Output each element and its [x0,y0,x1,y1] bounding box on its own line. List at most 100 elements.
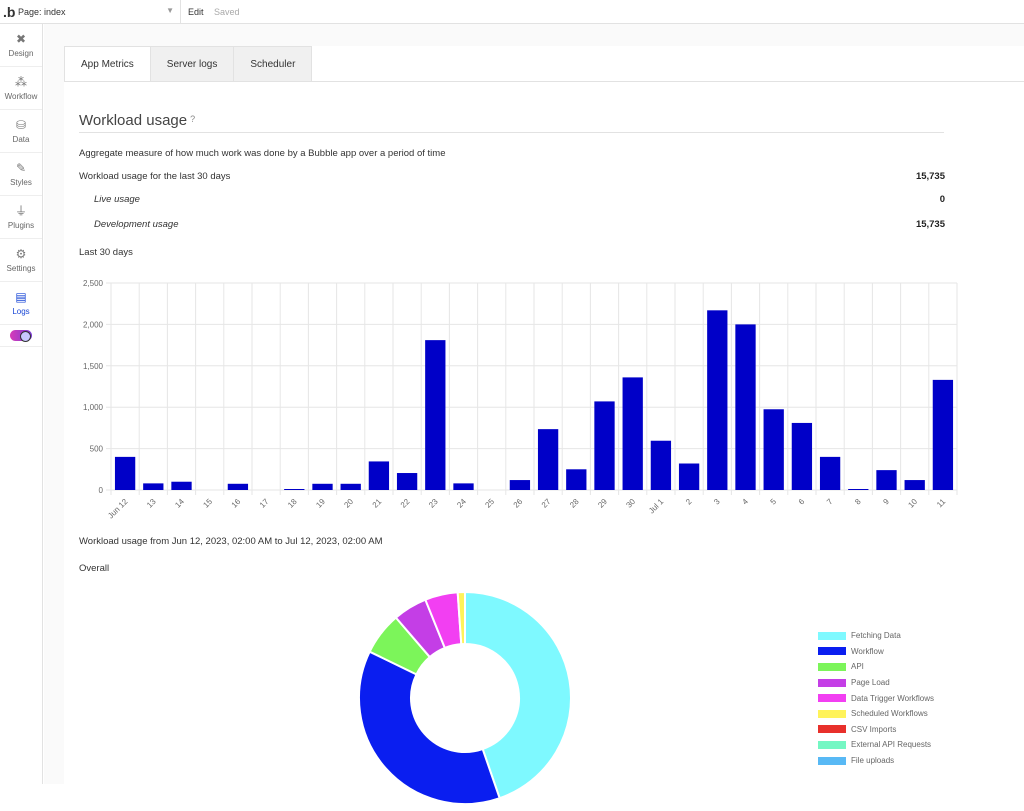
x-tick-label: 2 [684,497,694,507]
legend-item[interactable]: External API Requests [818,737,934,753]
tab-app-metrics[interactable]: App Metrics [64,46,151,82]
tab-scheduler[interactable]: Scheduler [234,46,313,82]
last-30-days-label: Last 30 days [79,247,133,258]
help-icon[interactable]: ? [190,114,196,124]
bar[interactable] [143,483,164,490]
edit-button[interactable]: Edit [188,7,204,17]
bar[interactable] [368,461,390,490]
sidebar-item-label: Logs [12,307,30,316]
data-icon: ⛁ [15,118,27,132]
bar[interactable] [425,340,446,490]
page-select[interactable]: Page: index ▼ [18,3,178,21]
logs-icon: ▤ [15,290,27,304]
bar[interactable] [650,440,672,490]
plugins-icon: ⏚ [14,204,27,218]
tab-bar: App Metrics Server logs Scheduler [64,46,313,82]
x-tick-label: 26 [512,497,525,510]
usage-range-label: Workload usage from Jun 12, 2023, 02:00 … [79,536,383,547]
sidebar-item-data[interactable]: ⛁ Data [0,110,42,153]
sidebar-item-design[interactable]: ✖ Design [0,24,42,67]
sidebar-item-label: Plugins [7,221,35,230]
bar[interactable] [537,429,559,490]
toggle-icon [10,330,32,342]
legend-label: API [851,662,864,672]
legend-item[interactable]: Workflow [818,644,934,660]
bar[interactable] [114,456,136,490]
legend-item[interactable]: CSV Imports [818,722,934,738]
legend-label: Scheduled Workflows [851,709,928,719]
x-tick-label: 27 [540,497,553,510]
legend-item[interactable]: Scheduled Workflows [818,706,934,722]
bar[interactable] [763,409,784,490]
bar[interactable] [227,483,249,490]
donut-legend: Fetching Data Workflow API Page Load Data Tr… [818,628,934,768]
x-tick-label: Jul 1 [647,497,666,516]
legend-item[interactable]: Data Trigger Workflows [818,690,934,706]
x-tick-label: 4 [740,497,750,507]
design-icon: ✖ [15,32,27,46]
x-tick-label: 22 [399,497,412,510]
legend-label: Workflow [851,646,884,656]
description-text: Aggregate measure of how much work was d… [79,148,446,159]
chevron-down-icon: ▼ [166,6,174,15]
bar[interactable] [171,481,192,490]
legend-item[interactable]: API [818,659,934,675]
sidebar-item-label: Data [12,135,30,144]
donut-slice[interactable] [358,650,501,805]
live-usage-row: Live usage 0 [79,194,945,205]
bar[interactable] [453,483,474,490]
bar[interactable] [848,489,869,490]
bar[interactable] [735,324,756,490]
bar[interactable] [312,483,333,490]
legend-label: External API Requests [851,740,932,750]
bar[interactable] [396,473,418,490]
x-tick-label: 5 [769,497,779,507]
sidebar-item-styles[interactable]: ✎ Styles [0,153,42,196]
x-tick-label: 7 [825,497,835,507]
legend-label: CSV Imports [851,724,897,734]
x-tick-label: 11 [935,497,948,510]
sidebar-item-logs[interactable]: ▤ Logs [0,282,42,325]
sidebar-item-plugins[interactable]: ⏚ Plugins [0,196,42,239]
x-tick-label: 21 [371,497,384,510]
x-tick-label: 23 [427,497,440,510]
tab-server-logs[interactable]: Server logs [150,46,235,82]
bar[interactable] [707,310,728,490]
x-tick-label: 6 [797,497,807,507]
overall-label: Overall [79,563,110,574]
app-logo: .b [3,3,16,20]
dev-usage-row: Development usage 15,735 [79,219,945,230]
x-tick-label: Jun 12 [106,497,130,521]
bar[interactable] [678,463,700,490]
bar[interactable] [284,489,305,490]
y-tick-label: 500 [90,445,104,454]
legend-label: Page Load [851,678,890,688]
bar[interactable] [622,377,643,490]
bar[interactable] [932,379,954,490]
bar[interactable] [819,456,841,490]
y-tick-label: 0 [99,486,104,495]
bar[interactable] [340,483,361,490]
bar[interactable] [876,470,897,490]
legend-item[interactable]: File uploads [818,753,934,769]
sidebar-toggle[interactable] [0,325,42,347]
overall-donut-chart [358,591,572,805]
daily-usage-bar-chart: 0 500 1,000 1,500 2,000 2,500 Jun 12 13 14 15 16 17… [83,279,958,521]
legend-item[interactable]: Page Load [818,675,934,691]
divider [180,0,181,24]
y-tick-label: 2,500 [83,279,104,288]
x-tick-label: 28 [568,497,581,510]
legend-item[interactable]: Fetching Data [818,628,934,644]
total-usage-value: 15,735 [915,171,945,182]
x-tick-label: 24 [455,497,468,510]
bar[interactable] [594,401,615,490]
sidebar-item-workflow[interactable]: ⁂ Workflow [0,67,42,110]
bar[interactable] [566,469,587,490]
sidebar-item-settings[interactable]: ⚙ Settings [0,239,42,282]
donut-slice[interactable] [456,591,466,646]
sidebar-item-label: Design [8,49,34,58]
page-title-text: Workload usage [79,112,188,129]
bar[interactable] [791,422,813,490]
bar[interactable] [904,480,925,490]
bar[interactable] [509,480,531,490]
